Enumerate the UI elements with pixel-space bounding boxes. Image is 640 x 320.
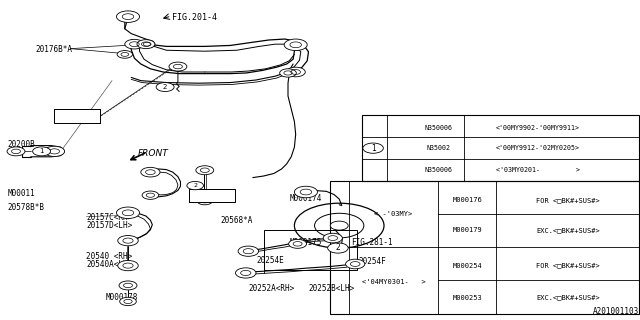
- Text: 20578B*B: 20578B*B: [8, 204, 45, 212]
- Bar: [54, 109, 100, 123]
- Text: EXC.<□BK#+SUS#>: EXC.<□BK#+SUS#>: [536, 295, 600, 300]
- Circle shape: [44, 146, 65, 156]
- Text: <'00MY9912-'02MY0205>: <'00MY9912-'02MY0205>: [495, 145, 580, 151]
- Circle shape: [323, 233, 342, 243]
- Text: 2: 2: [335, 244, 340, 252]
- Text: M000254: M000254: [452, 263, 482, 268]
- Text: M000175: M000175: [290, 238, 323, 247]
- Text: 20176B*A: 20176B*A: [35, 45, 72, 54]
- Text: 1: 1: [39, 148, 44, 154]
- Circle shape: [197, 197, 212, 205]
- Circle shape: [346, 259, 365, 269]
- Text: 20254E: 20254E: [256, 256, 284, 265]
- Circle shape: [196, 166, 214, 175]
- Text: N350006: N350006: [424, 125, 452, 131]
- Circle shape: [330, 221, 348, 230]
- Circle shape: [120, 297, 136, 306]
- Text: FIG.281-1: FIG.281-1: [351, 238, 392, 247]
- Text: <'04MY0301-   >: <'04MY0301- >: [362, 279, 426, 284]
- Text: 20568*A: 20568*A: [221, 216, 253, 225]
- Circle shape: [7, 147, 25, 156]
- Circle shape: [116, 207, 140, 219]
- Text: <'00MY9902-'00MY9911>: <'00MY9902-'00MY9911>: [495, 125, 580, 131]
- Text: < -'03MY>: < -'03MY>: [374, 212, 413, 217]
- Text: 20176A: 20176A: [198, 191, 226, 200]
- Text: 20157D<LH>: 20157D<LH>: [86, 221, 132, 230]
- Text: 2: 2: [193, 183, 197, 188]
- Circle shape: [286, 67, 305, 77]
- Circle shape: [118, 236, 138, 246]
- Bar: [264, 230, 357, 270]
- Circle shape: [284, 39, 307, 51]
- Circle shape: [140, 40, 155, 48]
- Circle shape: [236, 268, 256, 278]
- Bar: [189, 189, 235, 202]
- Circle shape: [363, 143, 383, 153]
- Text: 20540 <RH>: 20540 <RH>: [86, 252, 132, 261]
- Text: M000176: M000176: [452, 197, 482, 203]
- Text: FIG.201-4: FIG.201-4: [172, 13, 216, 22]
- Text: 20157C<RH>: 20157C<RH>: [86, 213, 132, 222]
- Circle shape: [118, 260, 138, 271]
- Bar: [362, 115, 639, 181]
- Text: N350006: N350006: [424, 167, 452, 172]
- Text: 20176A: 20176A: [63, 111, 92, 120]
- Text: FOR <□BK#+SUS#>: FOR <□BK#+SUS#>: [536, 197, 600, 203]
- Circle shape: [117, 51, 132, 58]
- Circle shape: [137, 40, 155, 49]
- Text: A201001103: A201001103: [593, 308, 639, 316]
- Text: <'03MY0201-         >: <'03MY0201- >: [495, 167, 580, 172]
- Bar: [330, 181, 639, 314]
- Bar: [54, 109, 100, 123]
- Circle shape: [289, 239, 307, 248]
- Circle shape: [119, 281, 137, 290]
- Text: 20540A<LH>: 20540A<LH>: [86, 260, 132, 269]
- Text: 20252B<LH>: 20252B<LH>: [308, 284, 355, 293]
- Text: M000178: M000178: [106, 293, 138, 302]
- Text: 20176A: 20176A: [63, 111, 92, 120]
- Circle shape: [156, 83, 174, 92]
- Text: M000179: M000179: [452, 228, 482, 233]
- Text: 20254F: 20254F: [358, 257, 386, 266]
- Text: N35002: N35002: [426, 145, 451, 151]
- Text: 20200B: 20200B: [8, 140, 35, 149]
- Text: FRONT: FRONT: [138, 149, 168, 158]
- Circle shape: [187, 181, 204, 190]
- Text: M000253: M000253: [452, 295, 482, 300]
- Circle shape: [33, 147, 51, 156]
- Circle shape: [280, 69, 296, 77]
- Text: M000174: M000174: [290, 194, 323, 203]
- Circle shape: [116, 11, 140, 22]
- Circle shape: [125, 39, 144, 49]
- Text: EXC.<□BK#+SUS#>: EXC.<□BK#+SUS#>: [536, 228, 600, 233]
- Bar: [189, 189, 235, 202]
- Text: FOR <□BK#+SUS#>: FOR <□BK#+SUS#>: [536, 263, 600, 268]
- Circle shape: [141, 167, 160, 177]
- Circle shape: [142, 191, 159, 199]
- Circle shape: [169, 62, 187, 71]
- Text: 20176A: 20176A: [198, 191, 226, 200]
- Circle shape: [238, 246, 259, 256]
- Text: 1: 1: [371, 144, 376, 153]
- Circle shape: [294, 186, 317, 198]
- Circle shape: [328, 243, 348, 253]
- Text: M00011: M00011: [8, 189, 35, 198]
- Text: 2: 2: [163, 84, 167, 90]
- Text: 20252A<RH>: 20252A<RH>: [248, 284, 294, 293]
